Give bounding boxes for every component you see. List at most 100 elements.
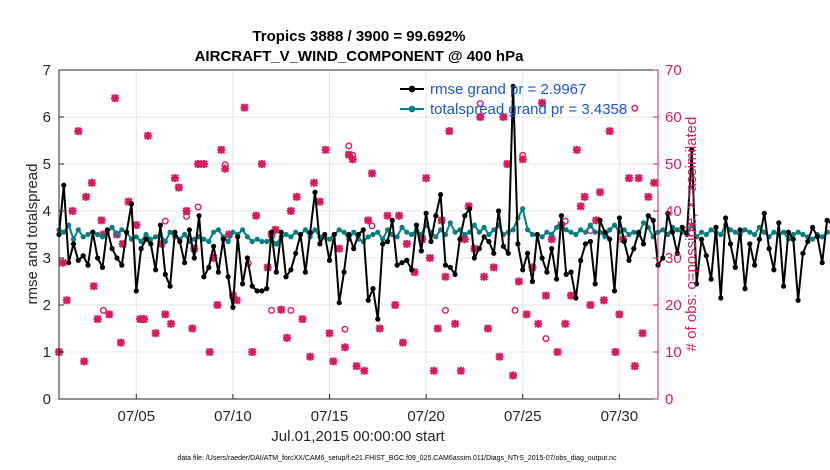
obs-assimilated-cross	[611, 348, 620, 356]
obs-assimilated-cross	[292, 192, 301, 201]
legend-rmse-marker	[408, 85, 416, 93]
obs-assimilated-marker	[118, 239, 127, 248]
obs-assimilated-marker	[364, 216, 373, 225]
obs-assimilated-marker	[402, 239, 411, 248]
series-point	[568, 229, 574, 235]
obs-assimilated-marker	[514, 277, 523, 286]
y2-axis-label: # of obs: o=possible; ×=assimilated	[683, 117, 700, 352]
obs-assimilated-cross	[335, 244, 344, 253]
series-point	[404, 229, 410, 235]
series-point	[99, 264, 106, 270]
obs-possible-marker	[268, 306, 276, 314]
obs-assimilated-cross	[541, 291, 550, 300]
series-point	[795, 297, 801, 303]
obs-assimilated-marker	[205, 348, 214, 356]
series-point	[814, 234, 821, 240]
obs-assimilated-cross	[124, 197, 133, 206]
series-point	[679, 224, 685, 230]
series-point	[713, 224, 719, 230]
series-point	[554, 224, 560, 230]
series-point	[602, 229, 608, 235]
series-point	[578, 257, 584, 263]
series-point	[346, 231, 352, 238]
obs-assimilated-marker	[375, 324, 384, 333]
obs-assimilated-marker	[489, 263, 498, 272]
obs-assimilated-marker	[561, 319, 570, 328]
obs-assimilated-cross	[221, 164, 230, 173]
series-point	[810, 224, 816, 230]
series-point	[747, 241, 753, 247]
y-tick-label: 0	[43, 391, 51, 408]
series-point	[752, 262, 758, 268]
series-point	[442, 262, 449, 268]
obs-assimilated-cross	[257, 160, 266, 168]
series-point	[143, 236, 149, 242]
obs-assimilated-cross	[499, 113, 508, 121]
series-point	[607, 236, 613, 242]
obs-assimilated-cross	[576, 202, 585, 211]
series-point	[399, 260, 405, 266]
obs-assimilated-marker	[480, 272, 489, 281]
series-point	[747, 229, 753, 235]
series-point	[317, 241, 323, 247]
obs-assimilated-marker	[225, 230, 234, 239]
obs-assimilated-cross	[605, 127, 614, 136]
obs-assimilated-cross	[213, 301, 222, 309]
chart-title: Tropics 3888 / 3900 = 99.692%	[252, 28, 465, 45]
obs-assimilated-cross	[329, 357, 338, 366]
obs-assimilated-marker	[483, 324, 492, 333]
obs-assimilated-cross	[286, 207, 295, 215]
obs-assimilated-cross	[528, 263, 537, 272]
series-point	[215, 227, 221, 233]
obs-assimilated-cross	[283, 333, 292, 342]
series-point	[597, 217, 603, 223]
obs-assimilated-marker	[503, 160, 512, 168]
obs-assimilated-marker	[547, 235, 556, 244]
obs-assimilated-marker	[360, 366, 369, 375]
obs-assimilated-marker	[217, 145, 226, 154]
x-tick-label: 07/30	[601, 408, 639, 425]
series-point	[573, 295, 579, 301]
obs-assimilated-cross	[232, 296, 241, 305]
series-point	[698, 229, 705, 235]
obs-assimilated-cross	[97, 216, 106, 225]
series-point	[684, 231, 690, 238]
obs-assimilated-marker	[460, 235, 469, 244]
series-point	[244, 234, 250, 240]
obs-assimilated-marker	[451, 319, 460, 328]
obs-assimilated-cross	[398, 338, 407, 347]
obs-assimilated-cross	[143, 131, 152, 140]
obs-possible-marker	[542, 335, 550, 343]
series-point	[322, 231, 328, 238]
obs-assimilated-cross	[625, 174, 634, 183]
footnote: data file: /Users/raeder/DAI/ATM_forcXX/…	[177, 455, 617, 462]
obs-assimilated-marker	[441, 272, 450, 281]
series-point	[578, 227, 584, 233]
obs-assimilated-marker	[68, 207, 77, 215]
series-point	[640, 241, 647, 247]
obs-assimilated-cross	[217, 145, 226, 154]
series-point	[114, 231, 120, 238]
obs-assimilated-cross	[402, 239, 411, 248]
series-point	[529, 231, 536, 238]
obs-assimilated-cross	[306, 352, 315, 361]
series-point	[520, 206, 526, 212]
legend-spread-marker	[408, 105, 416, 113]
obs-assimilated-cross	[522, 310, 531, 319]
series-point	[162, 238, 168, 245]
obs-assimilated-marker	[586, 301, 595, 309]
series-point	[607, 227, 613, 233]
obs-assimilated-marker	[329, 357, 338, 366]
obs-assimilated-cross	[182, 207, 191, 215]
series-point	[206, 238, 212, 245]
obs-assimilated-cross	[74, 127, 83, 136]
series-point	[568, 269, 574, 275]
series-point	[409, 267, 415, 273]
obs-assimilated-marker	[248, 348, 257, 356]
obs-assimilated-cross	[445, 127, 454, 136]
series-point	[640, 220, 647, 226]
obs-assimilated-marker	[611, 348, 620, 356]
series-point	[133, 234, 139, 240]
obs-assimilated-cross	[572, 145, 581, 154]
